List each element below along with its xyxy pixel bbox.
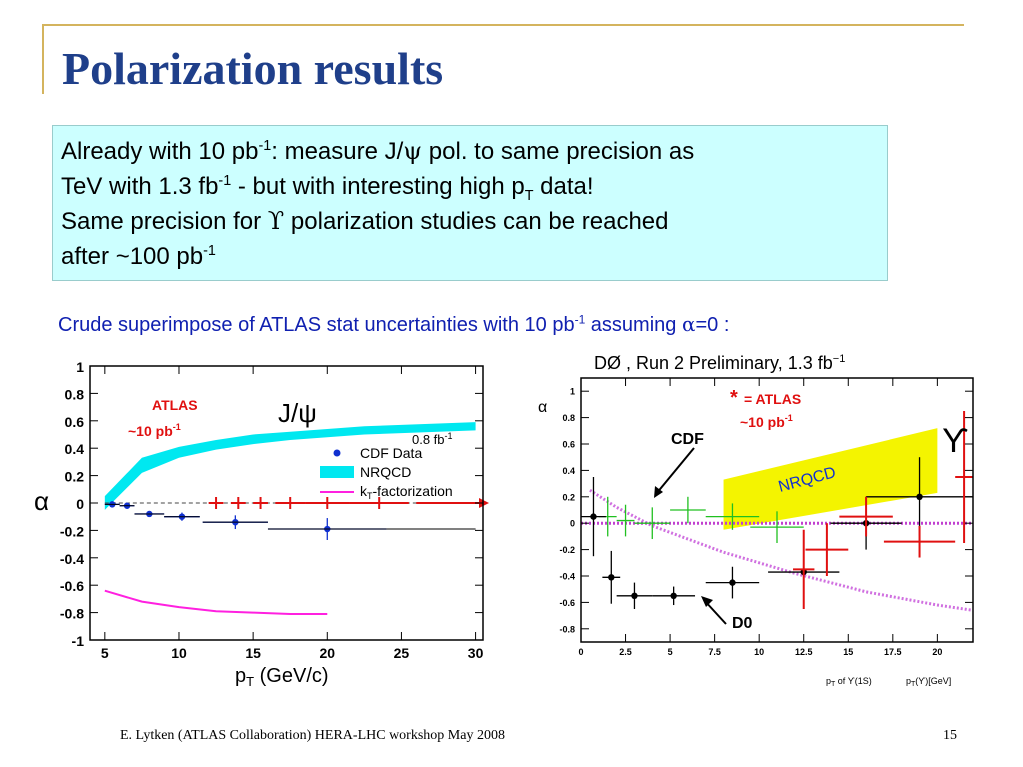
cdf-pointer-arrowhead [654, 486, 663, 498]
upsilon-atlas-lumi: ~10 pb-1 [740, 413, 793, 430]
upsilon-atlas-label: = ATLAS [744, 391, 801, 407]
upsilon-cdf-label: CDF [671, 431, 704, 448]
upsilon-xtick-label: 5 [668, 647, 673, 657]
d0-data-point [729, 579, 736, 586]
jpsi-xtick-label: 10 [171, 645, 187, 661]
summary-line-1: Already with 10 pb-1: measure J/ψ pol. t… [61, 137, 695, 165]
jpsi-ytick-label: -0.8 [60, 606, 84, 622]
upsilon-ytick-label: -0.6 [559, 598, 575, 608]
legend-nrqcd-swatch [320, 466, 354, 478]
frame-left-rule [42, 24, 44, 94]
jpsi-ytick-label: 0.6 [65, 414, 85, 430]
frame-top-rule [42, 24, 964, 26]
legend-kt-factorization: kT-factorization [360, 483, 453, 501]
summary-box: Already with 10 pb-1: measure J/ψ pol. t… [52, 125, 888, 281]
nrqcd-band [104, 422, 476, 510]
upsilon-xtick-label: 12.5 [795, 647, 813, 657]
upsilon-xtick-label: 2.5 [619, 647, 632, 657]
d0-data-point [631, 592, 638, 599]
upsilon-ytick-label: -0.8 [559, 624, 575, 634]
jpsi-xtick-label: 25 [394, 645, 410, 661]
upsilon-d0-label: D0 [732, 615, 753, 632]
cdf-pointer-line [655, 447, 695, 495]
jpsi-polarization-chart: 5 10 15 20 25 30 1 0.8 0.6 0.4 0.2 0 -0.2 -0.4 -0.6 -0.… [34, 359, 489, 689]
jpsi-ytick-label: -1 [72, 633, 85, 649]
jpsi-ytick-label: 1 [76, 359, 84, 375]
upsilon-xlabel-a: pT of ϒ(1S) [826, 676, 872, 688]
atlas-arrowhead [479, 498, 489, 508]
upsilon-ytick-label: 0.8 [562, 413, 575, 423]
upsilon-ylabel: α [538, 399, 547, 416]
d0-data-point [670, 592, 677, 599]
summary-line-3: Same precision for ϒ polarization studie… [61, 207, 669, 235]
footer-credit: E. Lytken (ATLAS Collaboration) HERA-LHC… [120, 728, 505, 743]
jpsi-ytick-label: 0.8 [65, 386, 85, 402]
d0-pointer-arrowhead [701, 596, 713, 607]
upsilon-chart-title: DØ , Run 2 Preliminary, 1.3 fb−1 [594, 353, 845, 373]
upsilon-ytick-label: -0.4 [559, 572, 575, 582]
upsilon-xlabel-b: pT(ϒ)[GeV] [906, 676, 951, 688]
jpsi-xtick-label: 15 [245, 645, 261, 661]
summary-line-4: after ~100 pb-1 [61, 243, 216, 270]
jpsi-lumi-label: 0.8 fb-1 [412, 431, 453, 447]
jpsi-xtick-label: 5 [101, 645, 109, 661]
jpsi-ytick-label: 0 [76, 496, 84, 512]
upsilon-atlas-star: * [730, 387, 738, 409]
upsilon-frame [580, 377, 974, 643]
kt-factorization-curve [104, 589, 328, 615]
upsilon-ytick-label: 0.6 [562, 440, 575, 450]
jpsi-xtick-label: 20 [319, 645, 335, 661]
upsilon-plot-area: 0 2.5 5 7.5 10 12.5 15 17.5 20 1 0.8 0.6 0.4 0.2 0 -0.2… [559, 377, 974, 657]
jpsi-particle-label: J/ψ [278, 398, 317, 428]
jpsi-ytick-label: 0.4 [65, 441, 85, 457]
upsilon-polarization-chart: 0 2.5 5 7.5 10 12.5 15 17.5 20 1 0.8 0.6 0.4 0.2 0 -0.2… [538, 353, 974, 688]
jpsi-ytick-label: -0.4 [60, 551, 84, 567]
upsilon-ytick-label: -0.2 [559, 545, 575, 555]
jpsi-atlas-lumi: ~10 pb-1 [128, 422, 181, 439]
upsilon-xtick-label: 7.5 [708, 647, 721, 657]
upsilon-xtick-label: 20 [932, 647, 942, 657]
jpsi-ylabel: α [34, 486, 49, 516]
page-number: 15 [943, 728, 957, 743]
slide-title: Polarization results [62, 43, 444, 94]
d0-data-point [916, 493, 923, 500]
upsilon-xtick-label: 0 [578, 647, 583, 657]
upsilon-xtick-label: 17.5 [884, 647, 902, 657]
upsilon-ytick-label: 0.2 [562, 492, 575, 502]
legend-cdf-marker [333, 449, 341, 457]
upsilon-ytick-label: 0 [570, 519, 575, 529]
jpsi-plot-area: 5 10 15 20 25 30 1 0.8 0.6 0.4 0.2 0 -0.2 -0.4 -0.6 -0.… [60, 359, 489, 661]
upsilon-ytick-label: 1 [570, 387, 575, 397]
jpsi-xlabel: pT (GeV/c) [235, 665, 329, 689]
upsilon-xtick-label: 10 [754, 647, 764, 657]
jpsi-xtick-label: 30 [468, 645, 484, 661]
upsilon-particle-label: ϒ [942, 422, 968, 460]
jpsi-atlas-label: ATLAS [152, 397, 198, 413]
summary-line-2: TeV with 1.3 fb-1 - but with interesting… [61, 173, 594, 204]
jpsi-ytick-label: 0.2 [65, 469, 85, 485]
d0-data-point [608, 574, 615, 581]
jpsi-legend: CDF Data NRQCD kT-factorization [320, 445, 453, 501]
d0-data-point [590, 513, 597, 520]
legend-cdf-data: CDF Data [360, 445, 422, 461]
legend-nrqcd: NRQCD [360, 464, 411, 480]
nrqcd-yellow-band [723, 428, 938, 530]
jpsi-ytick-label: -0.2 [60, 523, 84, 539]
jpsi-ytick-label: -0.6 [60, 578, 84, 594]
crude-superimpose-note: Crude superimpose of ATLAS stat uncertai… [58, 312, 730, 336]
upsilon-xtick-label: 15 [843, 647, 853, 657]
upsilon-ytick-label: 0.4 [562, 466, 575, 476]
